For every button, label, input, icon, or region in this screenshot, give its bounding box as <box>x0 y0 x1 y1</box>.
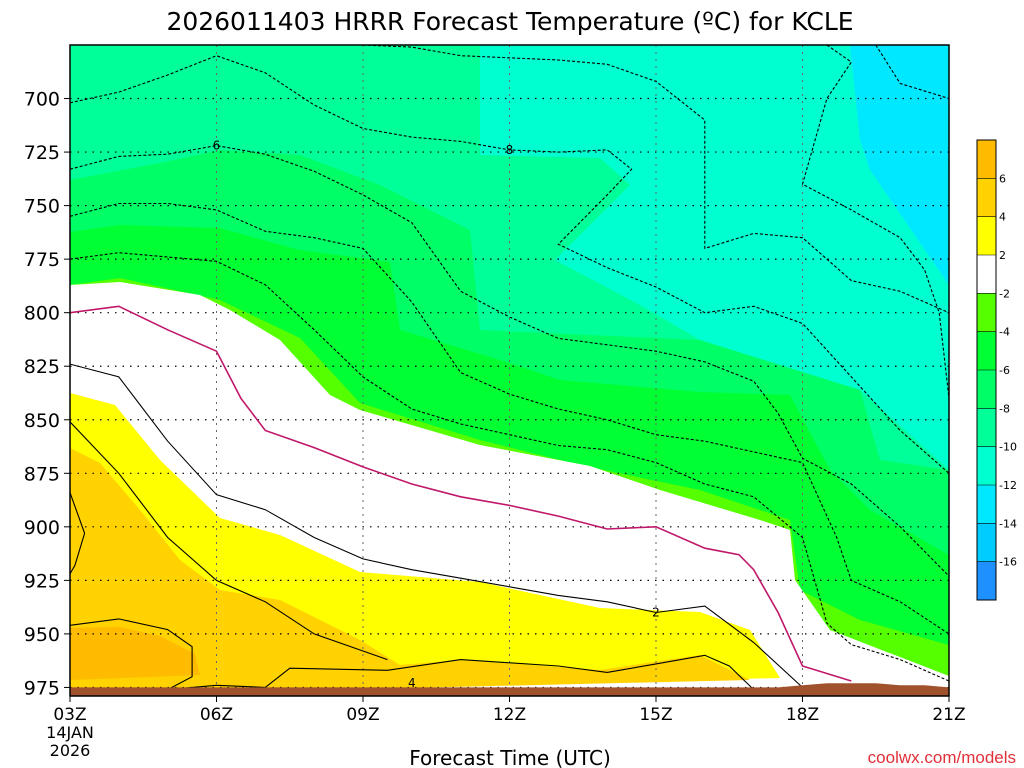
y-axis: 700 725 750 775 800 825 850 875 900 925 950 975 <box>24 89 70 699</box>
colorbar-bin <box>977 293 996 332</box>
colorbar-label: -14 <box>999 517 1017 530</box>
colorbar-label: -6 <box>999 364 1010 377</box>
x-tick-label: 06Z <box>200 705 233 725</box>
contour-label: 2 <box>652 605 660 619</box>
contour-line <box>875 45 949 174</box>
x-tick-label: 09Z <box>346 705 379 725</box>
colorbar-label: -8 <box>999 402 1010 415</box>
chart-title: 2026011403 HRRR Forecast Temperature (ºC… <box>166 7 853 36</box>
colorbar-label: 2 <box>999 249 1006 262</box>
x-axis: 03Z 06Z 09Z 12Z 15Z 18Z 21Z <box>53 696 966 725</box>
colorbar-label: -2 <box>999 287 1010 300</box>
date-year-label: 2026 <box>50 741 91 760</box>
x-tick-label: 21Z <box>932 705 965 725</box>
contour-lines <box>70 45 949 691</box>
contour-line <box>70 618 755 691</box>
colorbar-bin <box>977 178 996 217</box>
colorbar-label: 4 <box>999 211 1006 224</box>
contour-labels: 4 2 6 8 <box>213 139 660 691</box>
colorbar-bin <box>977 523 996 562</box>
contour-line <box>70 305 852 682</box>
y-tick-label: 875 <box>24 463 60 485</box>
x-tick-label: 12Z <box>493 705 526 725</box>
x-tick-label: 18Z <box>786 705 819 725</box>
contour-line <box>362 45 949 314</box>
colorbar-bin <box>977 561 996 600</box>
contour-label: 4 <box>408 676 416 690</box>
colorbar-label: -4 <box>999 326 1010 339</box>
x-tick-label: 03Z <box>53 705 86 725</box>
contour-line <box>70 492 86 575</box>
y-tick-label: 925 <box>24 570 60 592</box>
colorbar-label: -16 <box>999 556 1017 569</box>
y-tick-label: 750 <box>24 196 60 218</box>
contour-line <box>70 252 949 682</box>
x-axis-label: Forecast Time (UTC) <box>409 746 611 768</box>
y-tick-label: 825 <box>24 356 60 378</box>
colorbar-bin <box>977 485 996 524</box>
y-tick-label: 950 <box>24 624 60 646</box>
y-tick-label: 700 <box>24 89 60 111</box>
contour-line <box>801 45 949 399</box>
colorbar-bin <box>977 140 996 179</box>
ground-surface <box>70 683 949 696</box>
colorbar-bin <box>977 446 996 485</box>
x-tick-label: 15Z <box>639 705 672 725</box>
contour-label: 6 <box>213 139 221 153</box>
colorbar-bin <box>977 408 996 447</box>
colorbar-bin <box>977 370 996 409</box>
ground-fill <box>70 683 949 696</box>
contour-line <box>70 202 949 635</box>
y-tick-label: 900 <box>24 517 60 539</box>
contour-label: 8 <box>506 143 514 157</box>
color-legend: 6 4 2 -2 -4 -6 -8 -10 -12 -14 -16 <box>976 139 1017 601</box>
date-day-label: 14JAN <box>46 723 94 742</box>
y-tick-label: 775 <box>24 249 60 271</box>
contour-line <box>70 421 388 661</box>
temperature-fill <box>70 45 949 696</box>
y-tick-label: 850 <box>24 410 60 432</box>
contour-line <box>70 363 803 688</box>
colorbar-label: -12 <box>999 479 1017 492</box>
y-tick-label: 725 <box>24 142 60 164</box>
colorbar-label: -10 <box>999 441 1017 454</box>
colorbar-bin <box>977 216 996 255</box>
colorbar-bin <box>977 255 996 294</box>
credit-link[interactable]: coolwx.com/models <box>868 748 1016 767</box>
y-tick-label: 800 <box>24 303 60 325</box>
contour-line <box>70 145 949 577</box>
colorbar-bin <box>977 331 996 370</box>
colorbar-label: 6 <box>999 172 1006 185</box>
y-tick-label: 975 <box>24 677 60 699</box>
